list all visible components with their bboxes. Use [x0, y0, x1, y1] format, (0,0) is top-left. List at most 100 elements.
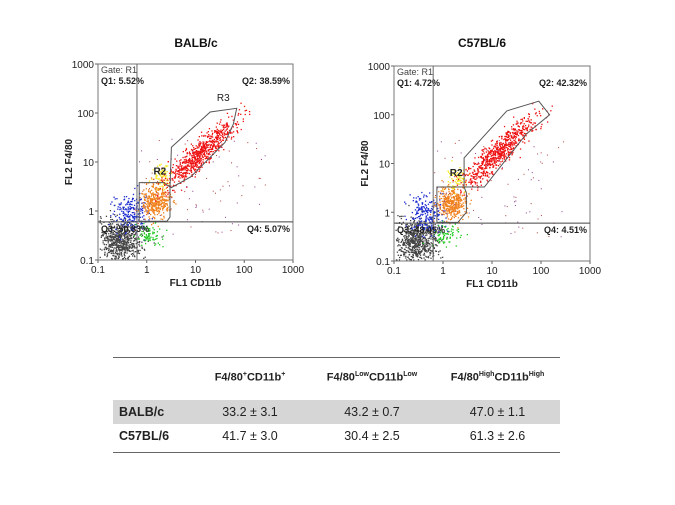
event-dot — [128, 201, 130, 203]
event-dot — [118, 249, 120, 251]
event-dot — [400, 250, 402, 252]
event-dot — [153, 209, 155, 211]
event-dot — [183, 180, 185, 183]
event-dot — [409, 245, 412, 247]
event-dot — [406, 237, 408, 240]
event-dot — [401, 238, 404, 240]
event-dot — [498, 152, 500, 154]
event-dot — [423, 243, 425, 245]
event-dot — [441, 197, 443, 200]
event-dot — [130, 203, 132, 205]
event-dot — [402, 244, 404, 246]
event-dot — [496, 144, 498, 147]
event-dot — [194, 165, 196, 167]
event-dot — [528, 119, 530, 121]
event-dot — [451, 235, 454, 237]
event-dot — [205, 145, 208, 147]
cell: 41.7 ± 3.0 — [222, 429, 278, 443]
event-dot — [226, 126, 228, 128]
event-dot — [449, 176, 451, 178]
event-dot — [434, 211, 436, 213]
event-dot — [156, 213, 159, 216]
event-dot — [181, 176, 183, 179]
event-dot — [440, 141, 442, 143]
event-dot — [226, 124, 228, 126]
event-dot — [106, 247, 108, 249]
event-dot — [147, 209, 150, 211]
event-dot — [455, 182, 457, 184]
event-dot — [480, 175, 483, 177]
event-dot — [198, 144, 200, 146]
event-dot — [160, 163, 162, 165]
event-dot — [497, 154, 499, 156]
event-dot — [424, 248, 426, 250]
event-dot — [467, 174, 469, 176]
event-dot — [185, 170, 188, 172]
event-dot — [404, 252, 406, 254]
event-dot — [147, 235, 149, 238]
event-dot — [184, 156, 186, 158]
event-dot — [109, 230, 111, 232]
event-dot — [171, 138, 173, 140]
event-dot — [120, 218, 122, 220]
event-dot — [481, 172, 483, 174]
event-dot — [416, 223, 418, 225]
event-dot — [453, 214, 455, 216]
event-dot — [133, 228, 135, 231]
event-dot — [162, 209, 164, 211]
event-dot — [415, 213, 417, 216]
event-dot — [208, 143, 210, 146]
event-dot — [487, 158, 489, 161]
event-dot — [162, 191, 164, 193]
event-dot — [104, 237, 106, 240]
event-dot — [150, 201, 152, 203]
event-dot — [245, 109, 248, 111]
event-dot — [120, 247, 122, 249]
event-dot — [463, 194, 466, 196]
event-dot — [561, 211, 563, 213]
event-dot — [408, 204, 410, 207]
event-dot — [200, 131, 203, 133]
event-dot — [501, 155, 503, 157]
event-dot — [139, 199, 142, 201]
event-dot — [209, 151, 211, 153]
event-dot — [156, 201, 158, 203]
event-dot — [110, 236, 112, 238]
event-dot — [207, 131, 209, 133]
event-dot — [197, 153, 200, 155]
event-dot — [150, 196, 152, 198]
event-dot — [116, 235, 118, 237]
event-dot — [458, 197, 460, 199]
event-dot — [454, 208, 456, 211]
event-dot — [457, 231, 460, 233]
event-dot — [145, 196, 147, 199]
event-dot — [153, 231, 155, 234]
event-dot — [479, 165, 481, 167]
event-dot — [158, 171, 160, 173]
event-dot — [475, 172, 477, 175]
event-dot — [116, 238, 118, 240]
quadrant-q3-label: Q3: 50.83% — [101, 224, 149, 234]
event-dot — [124, 219, 126, 221]
event-dot — [459, 211, 461, 214]
event-dot — [450, 206, 452, 208]
event-dot — [114, 239, 117, 241]
x-tick-label: 100 — [533, 266, 550, 277]
event-dot — [500, 157, 502, 159]
event-dot — [511, 126, 513, 128]
event-dot — [518, 140, 520, 142]
event-dot — [110, 240, 112, 242]
event-dot — [194, 168, 197, 170]
event-dot — [133, 253, 135, 255]
event-dot — [420, 213, 422, 215]
event-dot — [453, 176, 455, 178]
event-dot — [191, 155, 193, 157]
event-dot — [424, 224, 427, 226]
event-dot — [155, 204, 157, 206]
event-dot — [119, 235, 121, 237]
event-dot — [146, 226, 148, 228]
event-dot — [165, 199, 167, 201]
event-dot — [143, 236, 146, 238]
event-dot — [139, 249, 141, 252]
event-dot — [412, 241, 414, 243]
